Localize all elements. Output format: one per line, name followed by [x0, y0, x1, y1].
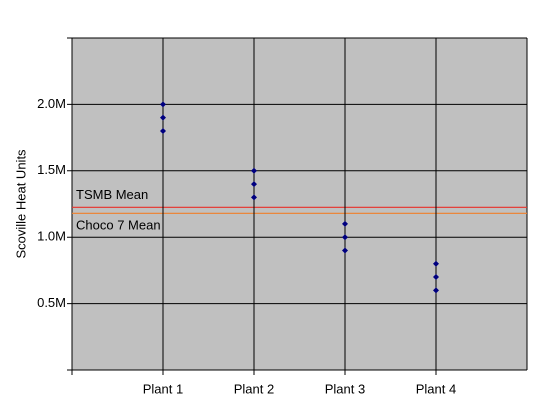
data-point [251, 194, 257, 201]
reference-label: Choco 7 Mean [76, 218, 161, 233]
y-tick-label: 1.0M [37, 229, 66, 244]
data-point [433, 260, 439, 267]
data-point [433, 274, 439, 281]
y-tick-label: 2.0M [37, 96, 66, 111]
data-point [160, 127, 166, 134]
data-point [342, 220, 348, 227]
x-tick-label: Plant 2 [234, 381, 274, 396]
data-point [160, 101, 166, 108]
x-tick-label: Plant 4 [416, 381, 456, 396]
data-point [251, 167, 257, 174]
data-point [160, 114, 166, 121]
y-axis-label: Scoville Heat Units [13, 149, 28, 259]
data-point [342, 234, 348, 241]
plot-area [72, 38, 527, 370]
x-tick-label: Plant 3 [325, 381, 365, 396]
y-tick-label: 0.5M [37, 295, 66, 310]
y-tick-label: 1.5M [37, 162, 66, 177]
data-point [251, 181, 257, 188]
reference-label: TSMB Mean [76, 187, 148, 202]
data-point [433, 287, 439, 294]
data-point [342, 247, 348, 254]
x-tick-label: Plant 1 [143, 381, 183, 396]
